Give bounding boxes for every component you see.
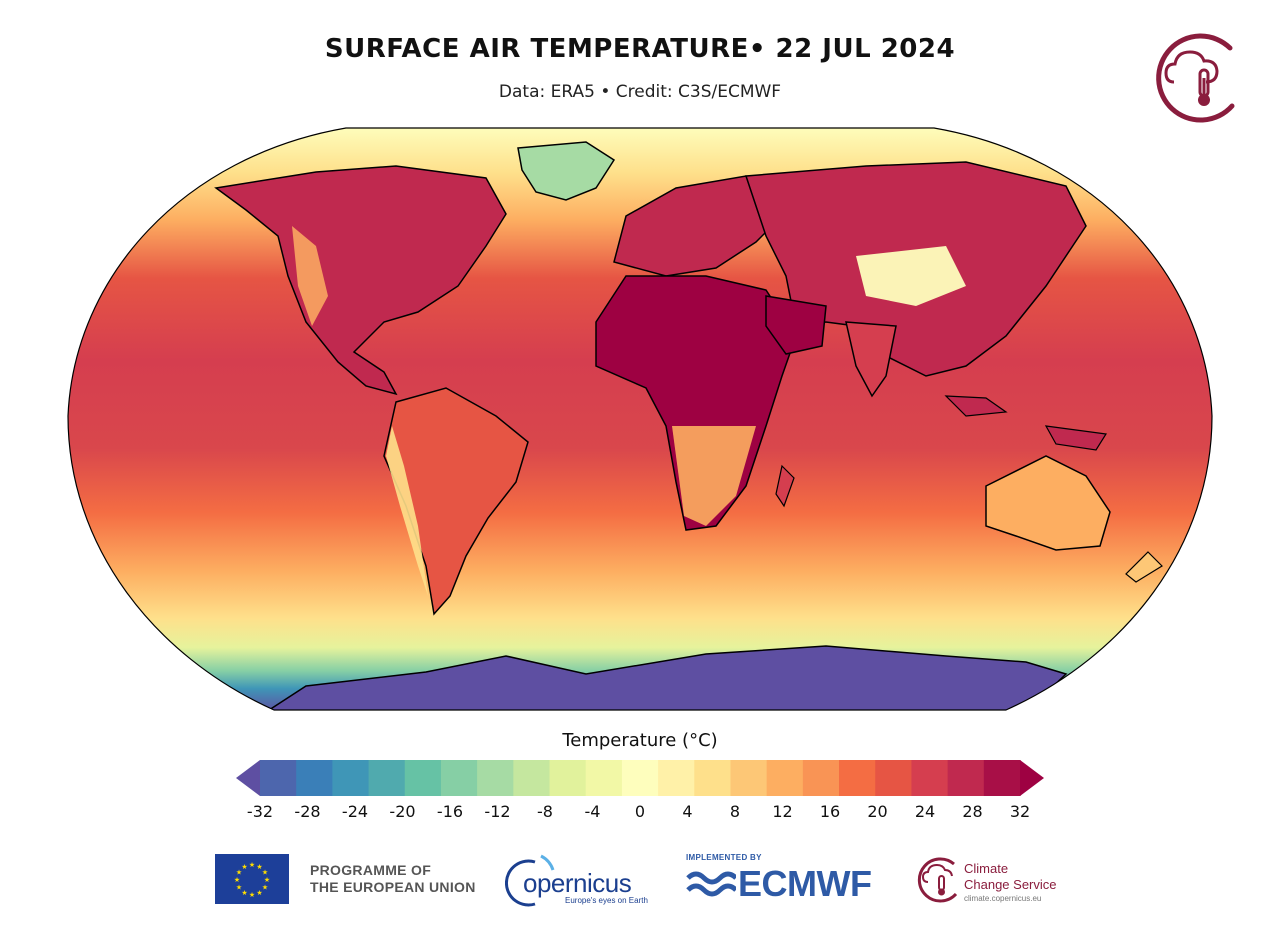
arabia — [765, 295, 827, 355]
c3s-line2: Change Service — [964, 877, 1057, 892]
colorbar-segment — [404, 760, 442, 796]
colorbar-tick-label: 32 — [1009, 802, 1031, 821]
colorbar-segment — [983, 760, 1021, 796]
colorbar-tick-label: 0 — [634, 802, 646, 821]
c3s-cloud-thermometer-icon — [1156, 33, 1235, 123]
copernicus-wordmark: opernicus — [523, 868, 632, 898]
colorbar-segment — [260, 760, 297, 796]
eu-line1: PROGRAMME OF — [310, 862, 432, 878]
ecmwf-wordmark: ECMWF — [738, 863, 872, 904]
colorbar-segment — [621, 760, 659, 796]
colorbar-segment — [549, 760, 587, 796]
colorbar-segment — [296, 760, 333, 796]
new-zealand — [1125, 551, 1163, 583]
colorbar-segment — [766, 760, 804, 796]
colorbar-extend-low — [236, 760, 260, 796]
colorbar-tick-label: 4 — [682, 802, 693, 821]
eu-star: ★ — [234, 876, 240, 884]
colorbar-segment — [658, 760, 695, 796]
eu-star: ★ — [264, 876, 270, 884]
eu-star: ★ — [249, 891, 255, 899]
eu-star: ★ — [249, 861, 255, 869]
indonesia — [944, 395, 1008, 417]
colorbar-segment — [368, 760, 406, 796]
colorbar-segment — [694, 760, 732, 796]
colorbar-tick-label: -20 — [389, 802, 416, 821]
colorbar-tick-label: -24 — [341, 802, 369, 821]
c3s-url: climate.copernicus.eu — [964, 894, 1042, 903]
eu-star: ★ — [256, 863, 262, 871]
eu-line2: THE EUROPEAN UNION — [310, 879, 476, 895]
eu-star: ★ — [241, 863, 247, 871]
colorbar-tick-label: 16 — [819, 802, 841, 821]
colorbar-segment — [802, 760, 840, 796]
colorbar-extend-high — [1020, 760, 1044, 796]
new-guinea — [1044, 425, 1108, 451]
colorbar-tick-label: -28 — [294, 802, 321, 821]
rockies-cool — [292, 226, 328, 326]
colorbar-tick-label: -12 — [484, 802, 511, 821]
colorbar-tick-label: 28 — [962, 802, 983, 821]
colorbar-segment — [513, 760, 551, 796]
eu-star: ★ — [256, 889, 262, 897]
colorbar-segment — [911, 760, 949, 796]
colorbar-segment — [332, 760, 370, 796]
c3s-name: Climate Change Service — [964, 861, 1057, 893]
madagascar — [775, 464, 795, 508]
eu-star: ★ — [241, 889, 247, 897]
eu-programme-text: PROGRAMME OF THE EUROPEAN UNION — [310, 862, 476, 896]
map-subtitle: Data: ERA5 • Credit: C3S/ECMWF — [498, 82, 782, 102]
colorbar-tick-label: 24 — [914, 802, 936, 821]
colorbar-tick-label: -32 — [246, 802, 274, 821]
c3s-logo-icon — [917, 857, 958, 903]
andes-cool — [386, 426, 428, 596]
eu-star: ★ — [236, 884, 242, 892]
africa — [595, 275, 797, 531]
north-america — [214, 165, 507, 396]
map-title: SURFACE AIR TEMPERATURE• 22 JUL 2024 — [324, 34, 956, 64]
legend-title: Temperature (°C) — [562, 730, 718, 751]
colorbar-segment — [477, 760, 514, 796]
c3s-line1: Climate — [964, 861, 1009, 876]
india — [845, 321, 897, 398]
temperature-colorbar — [236, 760, 1044, 796]
ecmwf-waves-icon — [686, 871, 736, 897]
antarctica — [263, 645, 1068, 710]
footer: ★ ★ ★ ★ ★ ★ ★ ★ ★ ★ ★ ★ PROGRAMME OF THE EUROPEAN U… — [0, 844, 1280, 924]
colorbar-segment — [585, 760, 623, 796]
greenland — [517, 141, 616, 201]
implemented-by-label: IMPLEMENTED BY — [686, 853, 762, 862]
eu-flag-icon: ★ ★ ★ ★ ★ ★ ★ ★ ★ ★ ★ ★ — [215, 854, 289, 904]
colorbar-segment — [947, 760, 985, 796]
southern-africa — [672, 426, 756, 526]
colorbar-tick-label: 20 — [867, 802, 888, 821]
eu-star: ★ — [236, 869, 242, 877]
colorbar-segment — [440, 760, 478, 796]
colorbar-tick-label: -16 — [436, 802, 464, 821]
colorbar-tick-label: 8 — [729, 802, 741, 821]
colorbar-segment — [839, 760, 876, 796]
australia — [985, 455, 1111, 551]
eu-star: ★ — [262, 884, 268, 892]
colorbar-ticks: -32 -28 -24 -20 -16 -12 -8 -4 0 4 8 12 16 20 24 28 32 — [236, 802, 1044, 826]
colorbar-tick-label: -8 — [537, 802, 553, 821]
colorbar-tick-label: -4 — [584, 802, 601, 821]
temperature-map — [67, 127, 1213, 711]
colorbar-tick-label: 12 — [772, 802, 793, 821]
colorbar-segment — [875, 760, 913, 796]
copernicus-ring-icon — [505, 854, 555, 907]
tibet-cool — [856, 246, 966, 306]
eu-star: ★ — [262, 869, 268, 877]
colorbar-segment — [730, 760, 768, 796]
copernicus-tagline: Europe's eyes on Earth — [565, 896, 648, 905]
